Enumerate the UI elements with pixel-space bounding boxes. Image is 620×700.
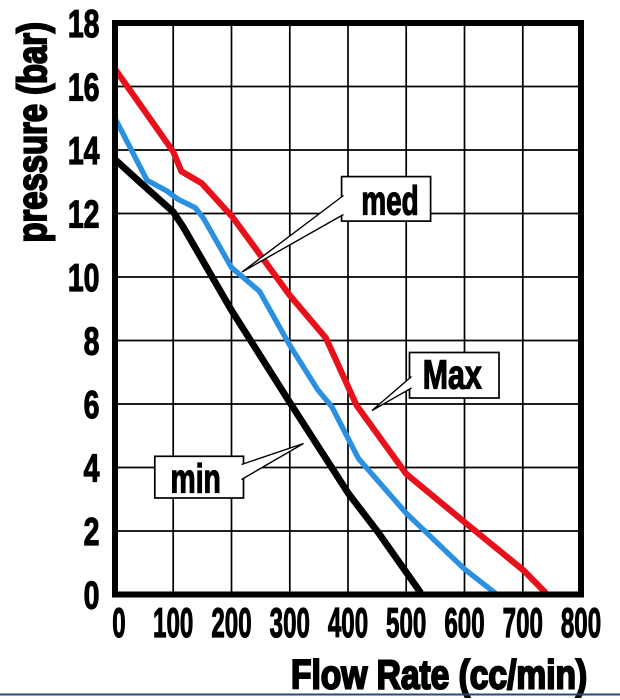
svg-text:14: 14 [68, 129, 100, 172]
svg-text:4: 4 [84, 447, 100, 490]
svg-text:Max: Max [423, 351, 482, 398]
svg-text:med: med [361, 178, 418, 224]
svg-text:300: 300 [270, 600, 310, 647]
svg-text:10: 10 [68, 256, 100, 299]
svg-text:0: 0 [112, 600, 125, 647]
svg-text:400: 400 [328, 600, 368, 647]
svg-text:12: 12 [68, 193, 100, 236]
svg-text:min: min [171, 457, 221, 502]
svg-text:18: 18 [68, 2, 100, 45]
svg-text:16: 16 [68, 66, 100, 109]
svg-text:800: 800 [561, 600, 601, 647]
svg-text:0: 0 [84, 574, 100, 617]
svg-text:8: 8 [84, 320, 100, 363]
svg-text:100: 100 [153, 600, 193, 647]
svg-text:2: 2 [84, 510, 100, 553]
svg-text:700: 700 [503, 600, 543, 647]
svg-text:pressure (bar): pressure (bar) [8, 22, 54, 242]
svg-text:Flow Rate (cc/min): Flow Rate (cc/min) [291, 651, 587, 697]
svg-text:6: 6 [84, 383, 100, 426]
svg-text:600: 600 [444, 600, 484, 647]
svg-text:200: 200 [211, 600, 251, 647]
svg-text:500: 500 [386, 600, 426, 647]
